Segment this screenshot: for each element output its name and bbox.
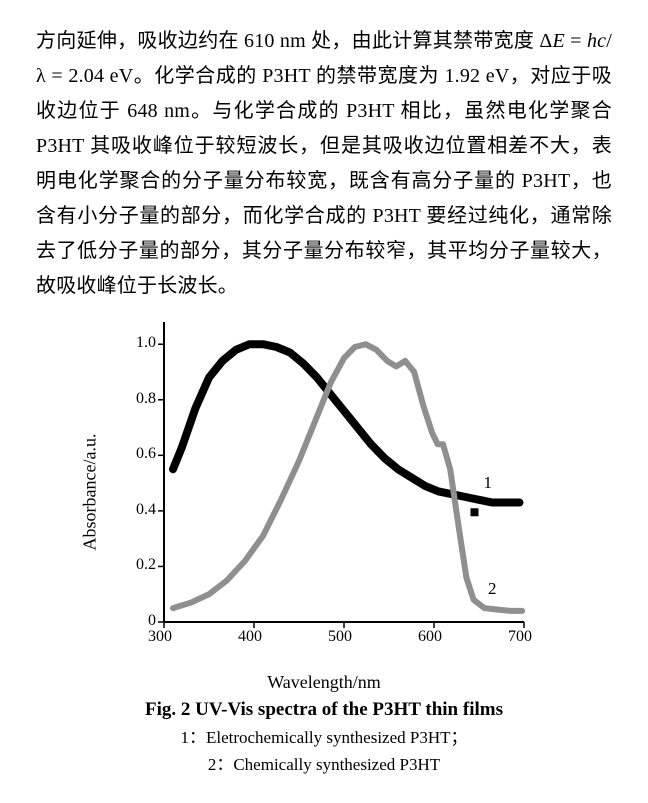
x-tick-label: 300 (148, 628, 172, 646)
x-tick-label: 500 (328, 628, 352, 646)
y-tick-label: 0 (148, 612, 156, 630)
series-label-1: 1 (484, 473, 493, 493)
chart-svg (104, 312, 544, 672)
uvvis-chart: Absorbance/a.u. 12 30040050060070000.20.… (104, 312, 544, 672)
body-paragraph: 方向延伸，吸收边约在 610 nm 处，由此计算其禁带宽度 ΔE = hc/λ … (36, 24, 612, 304)
x-tick-label: 700 (508, 628, 532, 646)
y-tick-label: 0.8 (136, 390, 156, 408)
x-tick-label: 600 (418, 628, 442, 646)
figure-2: Absorbance/a.u. 1 2 300 400 500 600 700 0 0.2 0.… (36, 312, 612, 775)
y-tick-label: 0.2 (136, 556, 156, 574)
y-axis-label: Absorbance/a.u. (80, 434, 101, 551)
figure-subcaption-2: 2：Chemically synthesized P3HT (208, 750, 440, 775)
x-tick-label: 400 (238, 628, 262, 646)
y-tick-label: 0.6 (136, 445, 156, 463)
figure-subcaption-1: 1：Eletrochemically synthesized P3HT； (180, 723, 467, 748)
figure-caption: Fig. 2 UV-Vis spectra of the P3HT thin f… (145, 699, 503, 721)
y-tick-label: 0.4 (136, 501, 156, 519)
y-tick-label: 1.0 (136, 334, 156, 352)
series-label-2: 2 (488, 579, 497, 599)
